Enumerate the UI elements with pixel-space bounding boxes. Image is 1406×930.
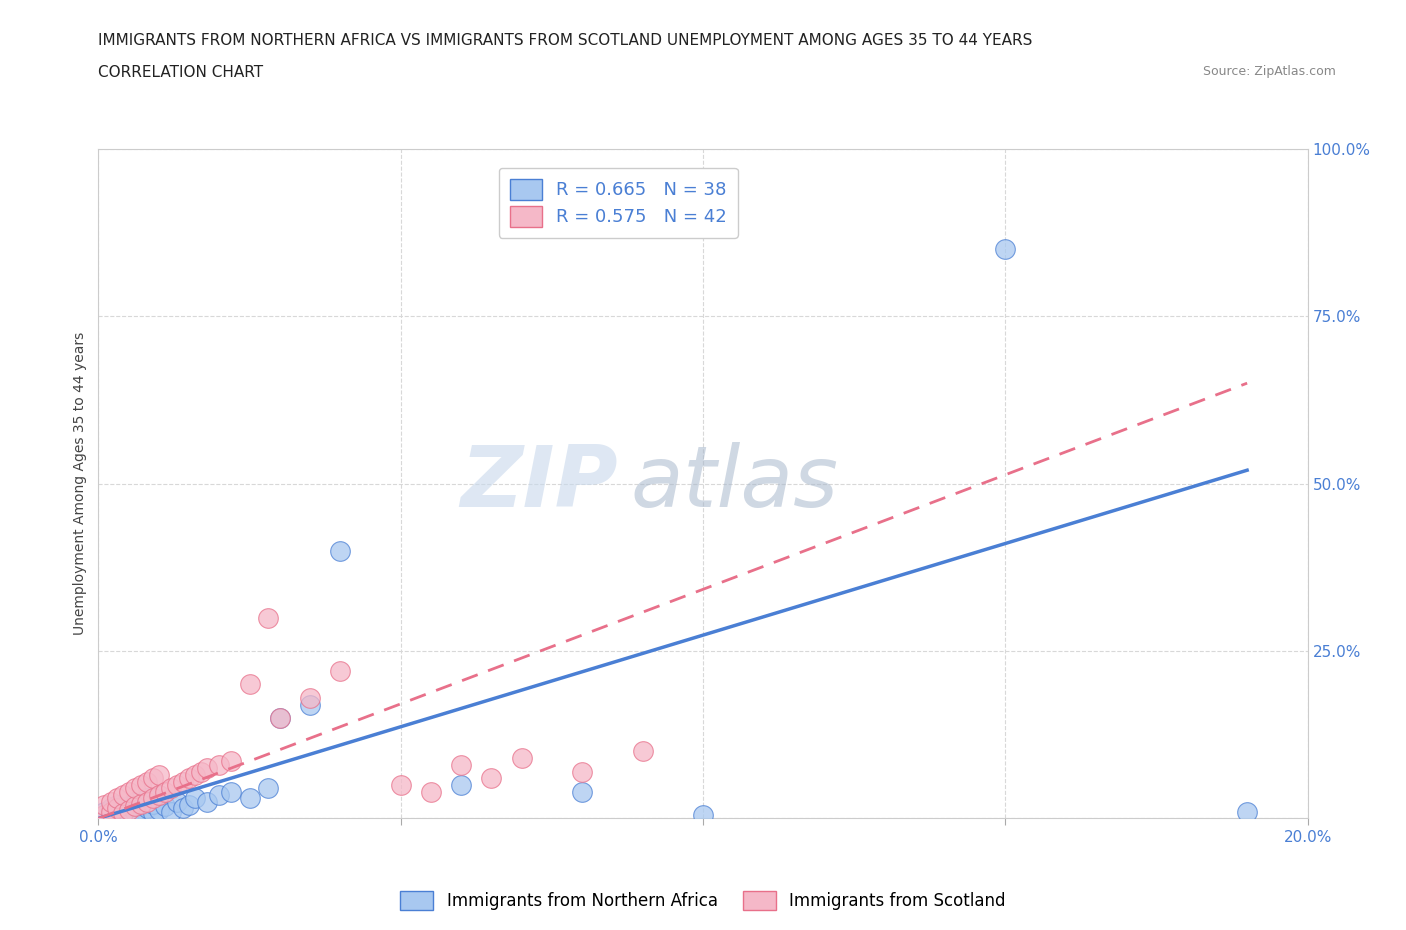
Point bbox=[256, 610, 278, 625]
Point bbox=[100, 804, 122, 819]
Point bbox=[195, 761, 218, 776]
Point bbox=[111, 805, 134, 820]
Text: atlas: atlas bbox=[630, 442, 838, 525]
Point bbox=[692, 807, 714, 822]
Legend: Immigrants from Northern Africa, Immigrants from Scotland: Immigrants from Northern Africa, Immigra… bbox=[394, 884, 1012, 917]
Point bbox=[124, 804, 146, 819]
Point bbox=[190, 764, 212, 779]
Point bbox=[148, 767, 170, 782]
Point bbox=[118, 803, 141, 817]
Text: CORRELATION CHART: CORRELATION CHART bbox=[98, 65, 263, 80]
Point bbox=[239, 790, 262, 805]
Point bbox=[129, 796, 152, 811]
Point bbox=[160, 804, 183, 819]
Point bbox=[329, 543, 352, 558]
Point bbox=[135, 801, 157, 816]
Text: IMMIGRANTS FROM NORTHERN AFRICA VS IMMIGRANTS FROM SCOTLAND UNEMPLOYMENT AMONG A: IMMIGRANTS FROM NORTHERN AFRICA VS IMMIG… bbox=[98, 33, 1033, 47]
Point bbox=[142, 771, 165, 786]
Point bbox=[256, 781, 278, 796]
Point bbox=[419, 784, 441, 799]
Point bbox=[111, 788, 134, 803]
Text: ZIP: ZIP bbox=[461, 442, 619, 525]
Point bbox=[481, 771, 503, 786]
Point bbox=[111, 803, 134, 817]
Point bbox=[184, 767, 207, 782]
Point bbox=[118, 784, 141, 799]
Point bbox=[153, 784, 176, 799]
Point bbox=[389, 777, 412, 792]
Point bbox=[129, 807, 152, 822]
Point bbox=[93, 798, 115, 813]
Point bbox=[129, 777, 152, 792]
Point bbox=[124, 799, 146, 814]
Point bbox=[172, 801, 194, 816]
Point bbox=[166, 777, 188, 792]
Point bbox=[105, 805, 128, 820]
Point bbox=[124, 794, 146, 809]
Point bbox=[135, 794, 157, 809]
Point bbox=[631, 744, 654, 759]
Point bbox=[105, 801, 128, 816]
Point bbox=[510, 751, 533, 765]
Point bbox=[142, 796, 165, 811]
Point bbox=[148, 788, 170, 803]
Point bbox=[195, 794, 218, 809]
Point bbox=[160, 781, 183, 796]
Point bbox=[450, 757, 472, 772]
Point bbox=[124, 781, 146, 796]
Point bbox=[994, 242, 1017, 257]
Point bbox=[129, 798, 152, 813]
Point bbox=[148, 803, 170, 817]
Point bbox=[208, 788, 231, 803]
Point bbox=[299, 698, 322, 712]
Point bbox=[166, 794, 188, 809]
Point bbox=[184, 790, 207, 805]
Point bbox=[111, 809, 134, 824]
Point bbox=[148, 788, 170, 803]
Point bbox=[100, 801, 122, 816]
Point bbox=[135, 774, 157, 789]
Point bbox=[269, 711, 291, 725]
Point bbox=[142, 790, 165, 805]
Point bbox=[118, 799, 141, 814]
Point bbox=[299, 690, 322, 705]
Y-axis label: Unemployment Among Ages 35 to 44 years: Unemployment Among Ages 35 to 44 years bbox=[73, 332, 87, 635]
Point bbox=[177, 771, 201, 786]
Point bbox=[177, 798, 201, 813]
Point bbox=[105, 798, 128, 813]
Legend: R = 0.665   N = 38, R = 0.575   N = 42: R = 0.665 N = 38, R = 0.575 N = 42 bbox=[499, 168, 738, 237]
Point bbox=[221, 784, 243, 799]
Text: Source: ZipAtlas.com: Source: ZipAtlas.com bbox=[1202, 65, 1336, 78]
Point bbox=[571, 764, 593, 779]
Point bbox=[450, 777, 472, 792]
Point bbox=[571, 784, 593, 799]
Point bbox=[208, 757, 231, 772]
Point bbox=[1236, 804, 1258, 819]
Point bbox=[153, 799, 176, 814]
Point bbox=[172, 774, 194, 789]
Point bbox=[100, 794, 122, 809]
Point bbox=[142, 805, 165, 820]
Point bbox=[239, 677, 262, 692]
Point bbox=[100, 807, 122, 822]
Point bbox=[269, 711, 291, 725]
Point bbox=[221, 754, 243, 769]
Point bbox=[118, 806, 141, 821]
Point bbox=[93, 807, 115, 822]
Point bbox=[105, 790, 128, 805]
Point bbox=[93, 804, 115, 819]
Point bbox=[329, 664, 352, 679]
Point bbox=[135, 790, 157, 805]
